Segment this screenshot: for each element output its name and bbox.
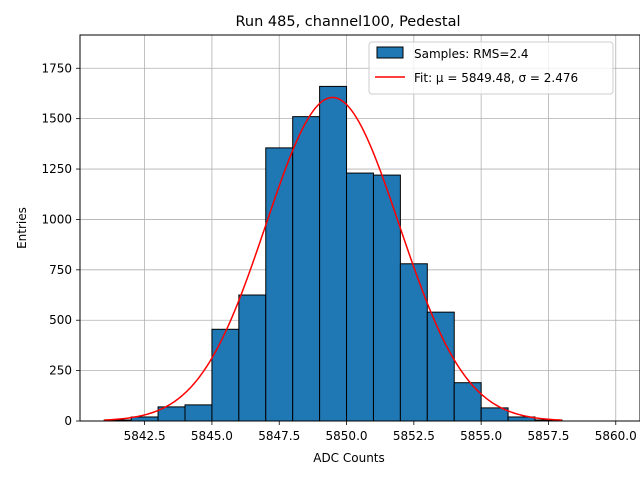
- histogram-bar: [292, 116, 321, 422]
- y-tick-label: 1000: [41, 212, 72, 226]
- x-tick-label: 5847.5: [258, 429, 300, 443]
- plot-frame: [79, 34, 640, 422]
- y-tick-label: 250: [49, 364, 72, 378]
- y-tick-label: 500: [49, 313, 72, 327]
- y-tick-label: 1250: [41, 162, 72, 176]
- histogram-bar: [211, 328, 240, 422]
- histogram-bar: [346, 172, 374, 422]
- chart-title: Run 485, channel100, Pedestal: [235, 14, 460, 30]
- x-tick-label: 5857.5: [527, 429, 569, 443]
- legend-box: [368, 41, 614, 95]
- legend: Samples: RMS=2.4 Fit: μ = 5849.48, σ = 2…: [368, 41, 614, 95]
- y-tick-label: 0: [64, 414, 72, 428]
- x-tick-label: 5842.5: [124, 429, 166, 443]
- x-axis-label: ADC Counts: [313, 451, 385, 465]
- x-tick-label: 5845.0: [191, 429, 233, 443]
- y-axis-label: Entries: [15, 207, 29, 249]
- histogram-bar: [453, 382, 482, 422]
- x-tick-label: 5860.0: [595, 429, 637, 443]
- fit-layer: [104, 96, 562, 421]
- bars-layer: [103, 85, 563, 422]
- histogram-bar: [265, 147, 294, 422]
- histogram-bar: [184, 404, 213, 422]
- x-tick-label: 5855.0: [460, 429, 502, 443]
- histogram-bar: [238, 294, 267, 422]
- histogram-bar: [319, 85, 348, 422]
- y-tick-label: 750: [49, 263, 72, 277]
- x-axis-ticks: 5842.5 5845.0 5847.5 5850.0 5852.5 5855.0 5857…: [124, 421, 637, 443]
- y-tick-label: 1500: [41, 112, 72, 126]
- x-tick-label: 5850.0: [326, 429, 368, 443]
- gaussian-fit-curve: [104, 96, 562, 421]
- histogram-bar: [426, 311, 455, 422]
- legend-histogram-label: Samples: RMS=2.4: [414, 47, 529, 61]
- histogram-bar: [399, 263, 428, 422]
- legend-fit-label: Fit: μ = 5849.48, σ = 2.476: [414, 71, 578, 85]
- x-tick-label: 5852.5: [393, 429, 435, 443]
- y-tick-label: 1750: [41, 61, 72, 75]
- legend-histogram-swatch: [376, 46, 404, 59]
- y-axis-ticks: 0 250 500 750 1000 1250 1500 1750: [41, 61, 80, 428]
- histogram-bar: [372, 174, 401, 422]
